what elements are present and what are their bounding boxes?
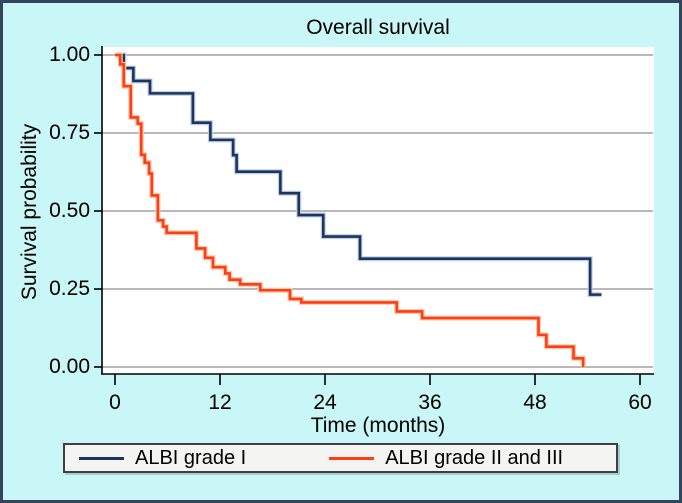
x-tick-label-48: 48 <box>523 391 547 414</box>
x-axis-label: Time (months) <box>310 414 446 437</box>
y-tick-label-0.25: 0.25 <box>49 277 90 300</box>
x-tick-label-36: 36 <box>418 391 442 414</box>
legend-item-albi-grade-ii-and-iii: ALBI grade II and III <box>329 447 563 470</box>
curve-albi-grade-i <box>115 53 602 296</box>
x-tick-label-0: 0 <box>109 391 121 414</box>
legend-label-albi-grade-ii-and-iii: ALBI grade II and III <box>385 446 564 469</box>
albi-grade-ii-iii-line-swatch <box>329 456 375 460</box>
y-tick-label-0.50: 0.50 <box>49 199 90 222</box>
y-tick-label-0.00: 0.00 <box>49 355 90 378</box>
y-tick-label-0.75: 0.75 <box>49 121 90 144</box>
y-tick-label-1.00: 1.00 <box>49 43 90 66</box>
x-tick-label-24: 24 <box>313 391 337 414</box>
legend-item-albi-grade-i: ALBI grade I <box>79 447 246 470</box>
chart-title: Overall survival <box>306 16 450 39</box>
legend: ALBI grade I ALBI grade II and III <box>63 443 618 473</box>
legend-label-albi-grade-i: ALBI grade I <box>135 446 247 469</box>
x-tick-label-12: 12 <box>208 391 232 414</box>
curve-albi-grade-ii-and-iii <box>115 53 585 367</box>
albi-grade-i-line-swatch <box>79 456 124 460</box>
x-tick-label-60: 60 <box>628 391 652 414</box>
